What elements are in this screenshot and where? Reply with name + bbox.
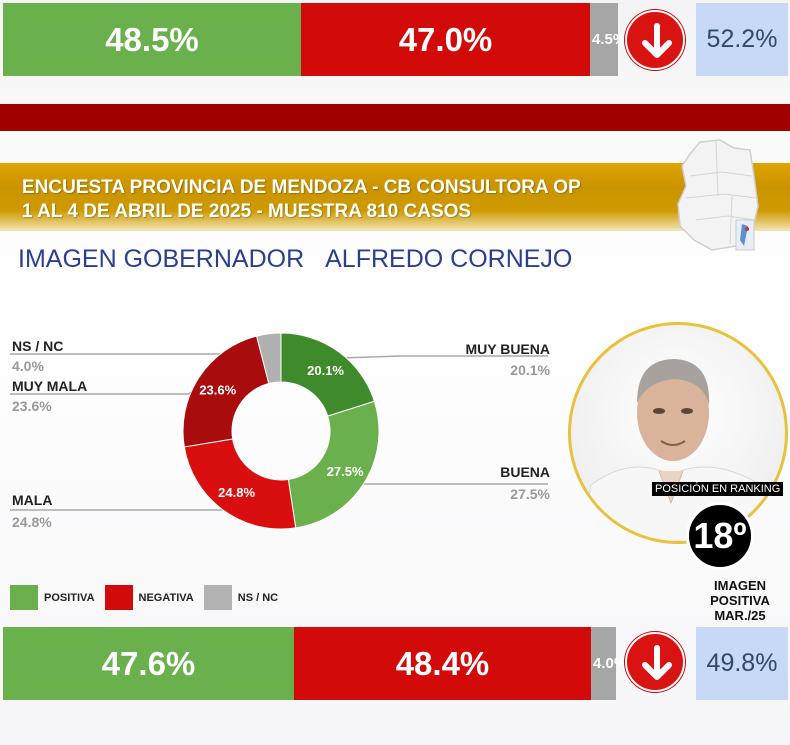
legend-label-negative: NEGATIVA [138,591,194,604]
legend-item-positive: POSITIVA [10,585,95,610]
legend-swatch-positive [10,585,38,610]
legend-swatch-nsnc [203,585,232,610]
legend-label-positive: POSITIVA [44,591,95,604]
header-line-1: ENCUESTA PROVINCIA DE MENDOZA - CB CONSU… [22,177,581,198]
legend-swatch-negative [104,585,133,610]
value-muy-mala: 23.6% [12,398,52,414]
bottom-positive-segment: 47.6% [3,627,294,700]
donut-slice-label-0: 20.1% [307,363,344,378]
top-nsnc-segment: 4.5% [590,3,626,76]
donut-slice-3 [182,335,270,448]
mendoza-map-icon [677,139,759,251]
donut-slice-label-3: 23.6% [199,383,236,398]
legend-label-nsnc: NS / NC [237,591,279,604]
ranking-label: POSICIÓN EN RANKING [652,482,784,496]
donut-slice-1 [287,400,380,529]
title-part-2: ALFREDO CORNEJO [325,245,573,273]
top-previous-value: 52.2% [696,3,788,76]
donut-slice-label-1: 27.5% [327,464,364,479]
title-part-1: IMAGEN GOBERNADOR [18,245,305,273]
ranking-position-badge: 18º [686,502,754,570]
legend: POSITIVA NEGATIVA NS / NC [10,585,288,610]
value-mala: 24.8% [12,514,52,530]
top-positive-segment: 48.5% [3,3,301,76]
survey-header: ENCUESTA PROVINCIA DE MENDOZA - CB CONSU… [0,163,790,231]
label-muy-buena: MUY BUENA [465,341,550,357]
top-image-bar: 48.5% 47.0% 4.5% [3,3,626,76]
previous-caption-line-1: IMAGEN [714,578,766,593]
governor-portrait [568,322,788,544]
label-mala: MALA [12,492,53,508]
donut-slice-label-2: 24.8% [218,485,255,500]
label-nsnc: NS / NC [12,338,64,354]
label-buena: BUENA [500,464,550,480]
label-muy-mala: MUY MALA [12,378,88,394]
top-negative-segment: 47.0% [301,3,590,76]
donut-slice-labels: 20.1% 27.5% 24.8% 23.6% [199,363,364,500]
previous-caption-line-3: MAR./25 [714,608,766,623]
header-line-2: 1 AL 4 DE ABRIL DE 2025 - MUESTRA 810 CA… [22,201,472,222]
bottom-previous-value: 49.8% [696,627,788,700]
bottom-negative-segment: 48.4% [294,627,591,700]
previous-caption-line-2: POSITIVA [710,593,770,608]
legend-item-nsnc: NS / NC [203,585,279,610]
value-buena: 27.5% [510,486,550,502]
donut-slice-0 [280,332,376,417]
donut-chart: 20.1% 27.5% 24.8% 23.6% [10,332,548,530]
arrow-down-icon [625,632,685,692]
previous-caption: IMAGEN POSITIVA MAR./25 [692,578,788,623]
bottom-image-bar: 47.6% 48.4% 4.0% [3,627,627,700]
divider-band [0,104,790,131]
legend-item-negative: NEGATIVA [104,585,194,610]
donut-slice-4 [256,332,282,385]
value-nsnc: 4.0% [12,358,44,374]
donut-slice-2 [183,438,297,530]
donut-slices [182,332,380,530]
bottom-nsnc-segment: 4.0% [591,627,627,700]
value-muy-buena: 20.1% [510,362,550,378]
chart-title: IMAGEN GOBERNADOR ALFREDO CORNEJO [18,245,572,274]
arrow-down-icon [625,10,685,70]
